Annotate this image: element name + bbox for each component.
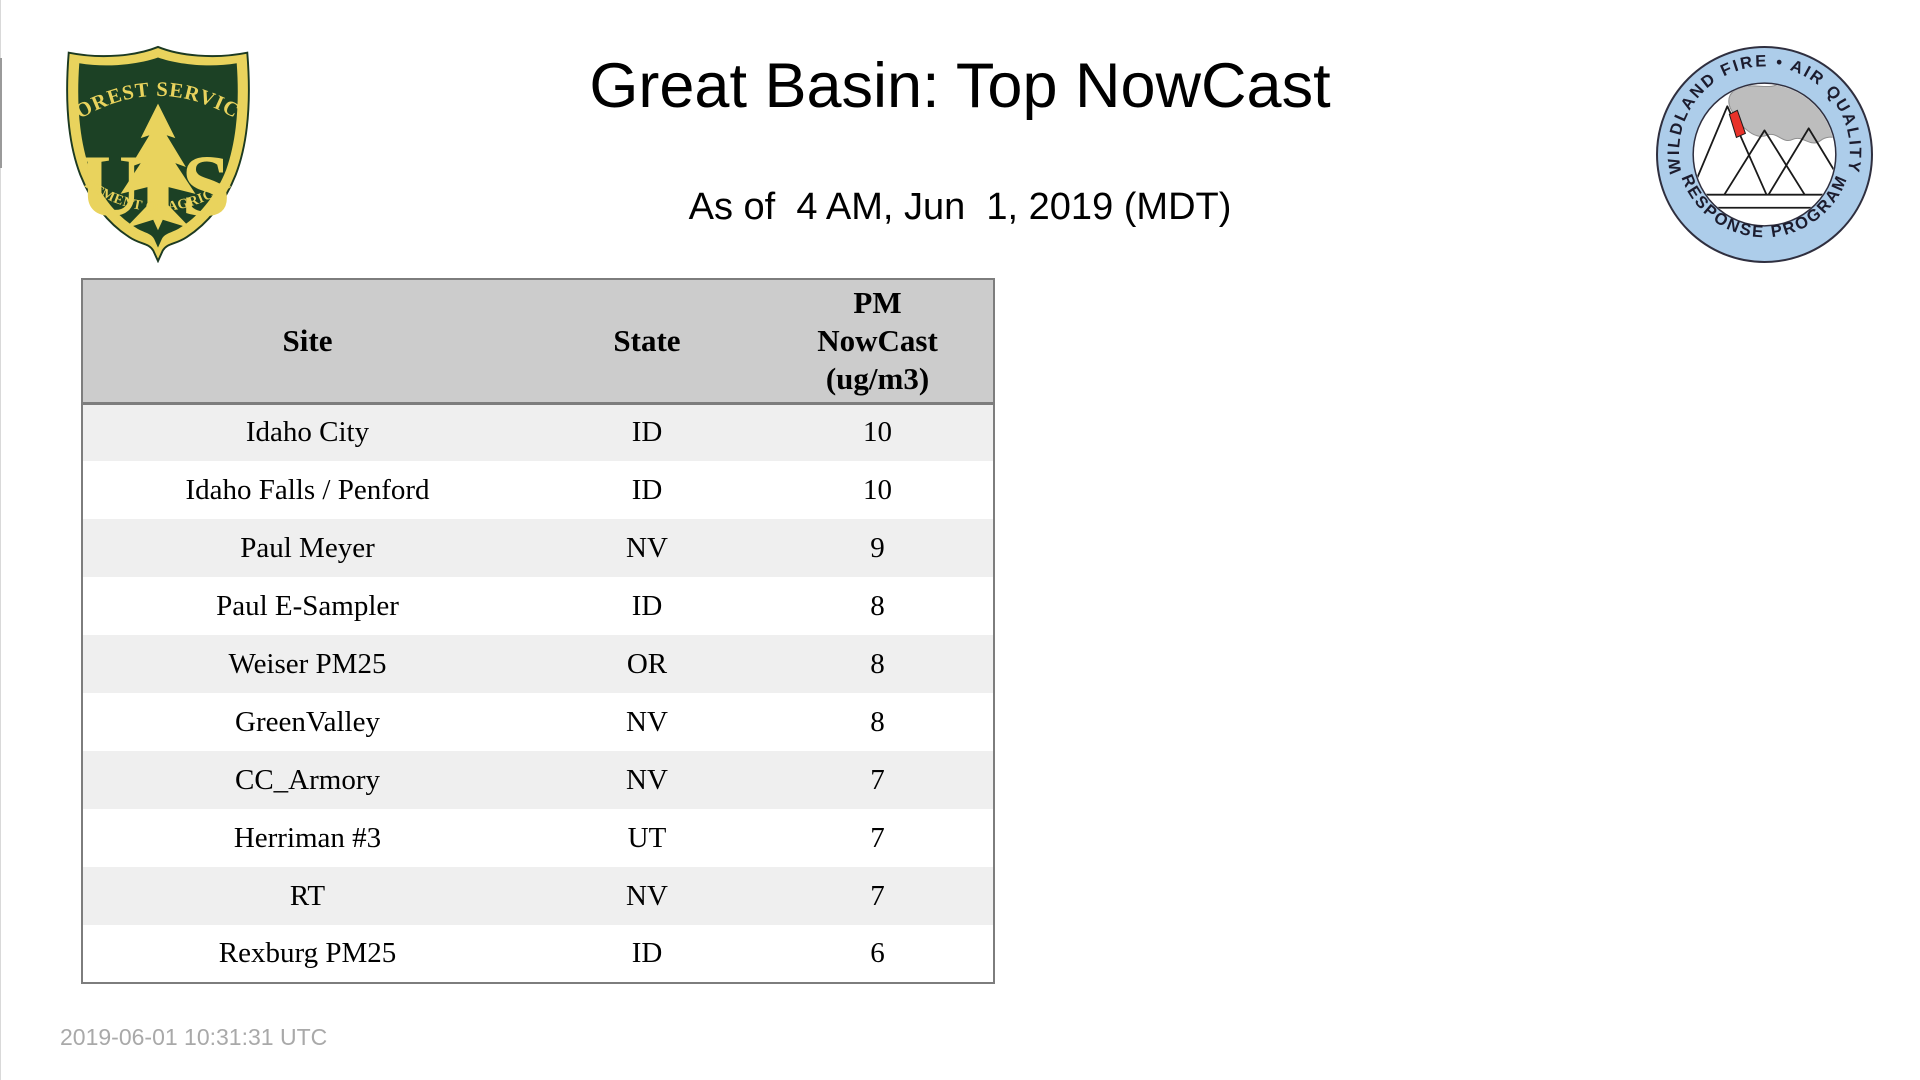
site-cell: GreenValley: [82, 693, 532, 751]
pm-value-cell: 6: [762, 925, 994, 983]
state-cell: NV: [532, 751, 762, 809]
pm-value-cell: 8: [762, 693, 994, 751]
state-cell: ID: [532, 403, 762, 461]
state-cell: OR: [532, 635, 762, 693]
site-cell: Weiser PM25: [82, 635, 532, 693]
site-cell: Paul Meyer: [82, 519, 532, 577]
site-cell: RT: [82, 867, 532, 925]
pine-tree-icon: [120, 103, 196, 231]
mountain-right: [1767, 127, 1835, 196]
state-cell: NV: [532, 519, 762, 577]
table-row: Paul E-Sampler ID 8: [82, 577, 994, 635]
site-cell: Idaho Falls / Penford: [82, 461, 532, 519]
window-edge-mark: [0, 58, 2, 168]
page-title: Great Basin: Top NowCast: [589, 51, 1331, 121]
state-cell: UT: [532, 809, 762, 867]
pm-value-cell: 7: [762, 751, 994, 809]
table-body: Idaho City ID 10 Idaho Falls / Penford I…: [82, 403, 994, 983]
mountain-left: [1694, 105, 1768, 196]
table-row: Idaho Falls / Penford ID 10: [82, 461, 994, 519]
column-header-state: State: [532, 279, 762, 405]
table-row: Herriman #3 UT 7: [82, 809, 994, 867]
air-quality-program-logo-icon: WILDLAND FIRE • AIR QUALITY RESPONSE PRO…: [1656, 46, 1873, 263]
state-cell: NV: [532, 867, 762, 925]
table-row: GreenValley NV 8: [82, 693, 994, 751]
pm-value-cell: 8: [762, 577, 994, 635]
nowcast-table: Site State PM NowCast (ug/m3) Idaho City…: [81, 278, 995, 984]
window-edge-line: [0, 0, 1, 1080]
pm-value-cell: 7: [762, 867, 994, 925]
pm-value-cell: 7: [762, 809, 994, 867]
site-cell: Rexburg PM25: [82, 925, 532, 983]
flame-icon: [1728, 109, 1747, 139]
table-row: CC_Armory NV 7: [82, 751, 994, 809]
site-cell: Idaho City: [82, 403, 532, 461]
state-cell: NV: [532, 693, 762, 751]
site-cell: Herriman #3: [82, 809, 532, 867]
site-cell: Paul E-Sampler: [82, 577, 532, 635]
table-row: Paul Meyer NV 9: [82, 519, 994, 577]
state-cell: ID: [532, 461, 762, 519]
pm-value-cell: 10: [762, 461, 994, 519]
column-header-pm-nowcast: PM NowCast (ug/m3): [762, 279, 994, 405]
table-row: Rexburg PM25 ID 6: [82, 925, 994, 983]
site-cell: CC_Armory: [82, 751, 532, 809]
pm-value-cell: 10: [762, 403, 994, 461]
table-row: RT NV 7: [82, 867, 994, 925]
pm-value-cell: 8: [762, 635, 994, 693]
pm-value-cell: 9: [762, 519, 994, 577]
forest-service-logo-icon: FOREST SERVICE U S DEPARTMENT OF AGRICUL…: [62, 44, 250, 263]
state-cell: ID: [532, 925, 762, 983]
generated-timestamp: 2019-06-01 10:31:31 UTC: [60, 1024, 328, 1050]
page-subtitle: As of 4 AM, Jun 1, 2019 (MDT): [688, 186, 1232, 228]
mountain-middle: [1723, 129, 1806, 196]
table-row: Idaho City ID 10: [82, 403, 994, 461]
state-cell: ID: [532, 577, 762, 635]
table-row: Weiser PM25 OR 8: [82, 635, 994, 693]
column-header-site: Site: [82, 279, 532, 405]
table-header: Site State PM NowCast (ug/m3): [82, 279, 994, 405]
